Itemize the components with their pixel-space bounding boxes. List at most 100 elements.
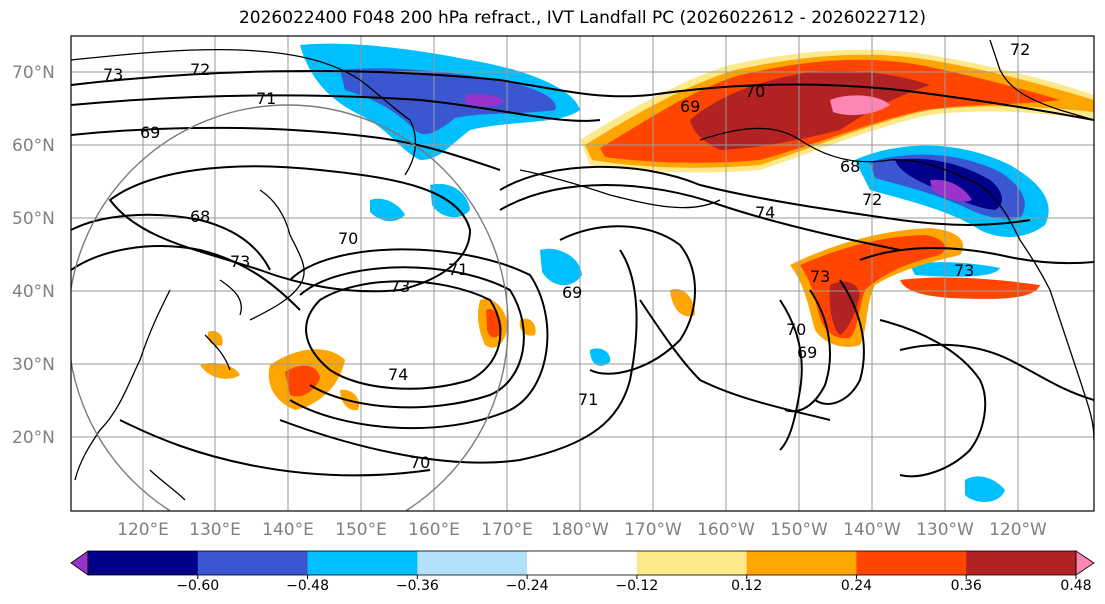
positive-region: [900, 277, 1040, 299]
contour-line: [499, 165, 1031, 226]
contour-line: [71, 94, 601, 122]
contour-label: 69: [140, 123, 160, 142]
colorbar-tick-label: −0.12: [615, 578, 658, 594]
contour-line: [71, 126, 501, 171]
colorbar-tick-label: 0.24: [841, 578, 872, 594]
lat-label: 20°N: [12, 428, 55, 448]
contour-label: 73: [103, 65, 123, 84]
contour-line: [879, 319, 987, 478]
contour-lines: [71, 69, 1094, 478]
lon-label: 160°W: [697, 520, 755, 540]
lon-label: 170°E: [481, 520, 533, 540]
colorbar-swatch: [527, 551, 638, 575]
lon-label: 120°W: [989, 520, 1047, 540]
colorbar: [70, 550, 1095, 576]
contour-line: [279, 249, 638, 464]
contour-label: 72: [1010, 40, 1030, 59]
lat-label: 30°N: [12, 355, 55, 375]
colorbar-tick-label: −0.48: [286, 578, 329, 594]
contour-line: [71, 213, 271, 271]
negative-region: [370, 198, 405, 222]
contour-line: [499, 184, 901, 251]
lon-label: 120°E: [117, 520, 169, 540]
lat-label: 60°N: [12, 136, 55, 156]
map-frame: [70, 35, 1095, 512]
colorbar-tick-label: 0.48: [1060, 578, 1091, 594]
positive-region: [285, 365, 320, 397]
contour-label: 69: [797, 343, 817, 362]
contour-label: 70: [410, 453, 430, 472]
contour-line: [299, 266, 525, 409]
lon-label: 160°E: [408, 520, 460, 540]
negative-region: [540, 248, 582, 286]
map-plot: 73 72 71 69 68 70 73 71 73 74 70 69 71 7…: [70, 35, 1095, 512]
contour-label: 72: [190, 60, 210, 79]
contour-label: 71: [448, 260, 468, 279]
colorbar-tick-label: 0.36: [951, 578, 982, 594]
lon-label: 180°W: [551, 520, 609, 540]
landfall-radius-circle: [71, 104, 509, 511]
positive-region: [200, 363, 240, 379]
lon-label: 130°E: [189, 520, 241, 540]
positive-region: [830, 95, 890, 116]
contour-line: [899, 343, 1094, 401]
contour-line: [779, 299, 803, 451]
positive-region: [829, 281, 860, 335]
lon-label: 170°W: [624, 520, 682, 540]
coastlines: [71, 39, 1094, 501]
contour-label: 73: [230, 252, 250, 271]
negative-region: [340, 68, 556, 135]
contour-label: 74: [388, 365, 408, 384]
colorbar-extend-low: [70, 550, 89, 576]
contour-label: 68: [190, 207, 210, 226]
colorbar-extend-high: [1075, 550, 1095, 576]
contour-line: [859, 247, 1094, 265]
colorbar-swatch: [746, 551, 857, 575]
lat-label: 40°N: [12, 282, 55, 302]
contour-line: [814, 279, 865, 405]
colorbar-tick-label: −0.24: [506, 578, 549, 594]
lat-label: 50°N: [12, 209, 55, 229]
contour-label: 69: [562, 283, 582, 302]
contour-label: 73: [810, 267, 830, 286]
contour-label: 73: [954, 261, 974, 280]
negative-region: [930, 179, 972, 202]
negative-region: [430, 183, 470, 218]
positive-region: [690, 70, 930, 150]
negative-region: [590, 348, 611, 366]
lon-label: 140°E: [262, 520, 314, 540]
contour-label: 73: [390, 277, 410, 296]
positive-region: [670, 289, 695, 317]
colorbar-swatch: [307, 551, 418, 575]
grid-lines: [71, 36, 1094, 511]
contour-label: 69: [680, 97, 700, 116]
contour-line: [784, 289, 831, 413]
colorbar-frame: [87, 550, 1077, 576]
contour-label: 70: [338, 229, 358, 248]
latitude-labels: 70°N 60°N 50°N 40°N 30°N 20°N: [12, 63, 55, 448]
colorbar-tick-label: −0.60: [176, 578, 219, 594]
colorbar-swatch: [966, 551, 1077, 575]
colorbar-swatch: [417, 551, 528, 575]
contour-label: 70: [745, 82, 765, 101]
longitude-labels: 120°E 130°E 140°E 150°E 160°E 170°E 180°…: [117, 520, 1047, 540]
contour-line: [559, 225, 696, 375]
lon-label: 150°E: [335, 520, 387, 540]
contour-label: 72: [862, 190, 882, 209]
lon-label: 140°W: [843, 520, 901, 540]
contour-label: 74: [755, 203, 775, 222]
negative-region: [465, 93, 505, 107]
lat-label: 70°N: [12, 63, 55, 83]
contour-line: [289, 248, 549, 430]
contour-labels: 73 72 71 69 68 70 73 71 73 74 70 69 71 7…: [103, 40, 1030, 472]
contour-line: [119, 419, 431, 477]
contour-line: [305, 280, 502, 390]
colorbar-swatch: [636, 551, 748, 575]
contour-line: [639, 299, 831, 421]
colorbar-tick-label: −0.36: [396, 578, 439, 594]
colorbar-tick-label: 0.12: [731, 578, 762, 594]
contour-label: 71: [256, 89, 276, 108]
lon-label: 130°W: [916, 520, 974, 540]
contour-label: 68: [840, 157, 860, 176]
